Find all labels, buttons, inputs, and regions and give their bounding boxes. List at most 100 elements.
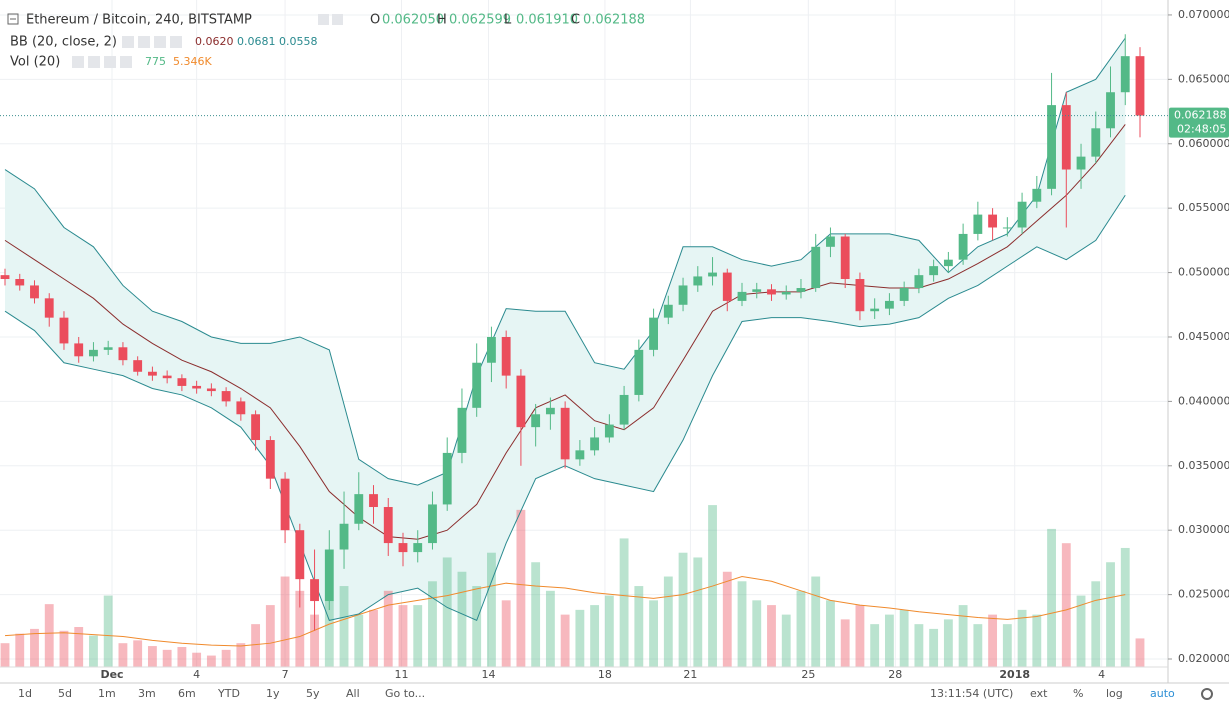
candle-body — [1032, 188, 1042, 202]
range-button[interactable]: 5y — [306, 687, 320, 700]
y-tick-label: 0.045000 — [1178, 330, 1229, 343]
vol-icon[interactable] — [120, 56, 132, 68]
candle-body — [74, 343, 84, 357]
candle-body — [1106, 92, 1115, 129]
bb-upper-line — [4, 37, 1126, 486]
x-tick-label: 21 — [683, 668, 697, 681]
candle-body — [973, 214, 983, 234]
y-tick-label: 0.025000 — [1178, 588, 1229, 601]
range-button[interactable]: YTD — [217, 687, 240, 700]
candle-body — [1017, 201, 1027, 228]
volume-bar — [236, 643, 246, 667]
volume-bar — [472, 586, 482, 667]
candle-body — [781, 291, 791, 295]
x-tick-label: 18 — [598, 668, 612, 681]
volume-bar — [678, 552, 688, 667]
vol-icon[interactable] — [88, 56, 100, 68]
volume-bar — [251, 624, 261, 667]
x-tick-label: 14 — [481, 668, 495, 681]
candle-body — [663, 304, 673, 318]
ohlc-value: 0.062599 — [449, 13, 511, 28]
range-button[interactable]: 1d — [18, 687, 32, 700]
candle-body — [1047, 105, 1056, 189]
bb-icon[interactable] — [154, 36, 166, 48]
candle-body — [929, 266, 939, 276]
volume-bar — [44, 604, 54, 667]
volume-bar — [413, 605, 423, 667]
volume-bar — [133, 640, 143, 667]
option-button[interactable]: auto — [1150, 687, 1175, 700]
range-button[interactable]: 1m — [98, 687, 116, 700]
volume-bar — [30, 628, 39, 667]
volume-bar — [1061, 543, 1071, 667]
x-tick-label: 2018 — [999, 668, 1030, 681]
settings-gear[interactable] — [1201, 688, 1213, 700]
volume-bar — [619, 538, 629, 667]
candle-body — [339, 523, 349, 550]
volume-ma-line — [4, 576, 1126, 647]
bb-icon[interactable] — [170, 36, 182, 48]
range-button[interactable]: All — [346, 687, 360, 700]
volume-bar — [899, 609, 909, 667]
y-tick-label: 0.035000 — [1178, 459, 1229, 472]
candle-body — [678, 285, 688, 305]
volume-bar — [383, 590, 393, 667]
range-button[interactable]: 1y — [266, 687, 280, 700]
candle-body — [147, 371, 157, 376]
candle-body — [1076, 156, 1086, 170]
x-tick-label: 7 — [282, 668, 289, 681]
last-price-label: 0.062188 — [1174, 109, 1227, 122]
goto-button[interactable]: Go to... — [385, 687, 425, 700]
candle-body — [192, 385, 202, 389]
volume-bar — [310, 614, 319, 667]
vol-icon[interactable] — [104, 56, 116, 68]
candle-body — [103, 347, 113, 350]
volume-bar — [339, 586, 349, 667]
ohlc-value: 0.061910 — [516, 13, 578, 28]
option-button[interactable]: ext — [1030, 687, 1048, 700]
ohlc-key: L — [504, 13, 512, 28]
volume-bar — [177, 647, 187, 667]
candle-body — [354, 494, 364, 524]
y-tick-label: 0.020000 — [1178, 652, 1229, 665]
volume-bar — [840, 619, 850, 667]
option-button[interactable]: % — [1073, 687, 1083, 700]
volume-bar — [914, 624, 924, 667]
collapse-icon[interactable] — [7, 13, 19, 25]
volume-bar — [855, 605, 865, 667]
candle-body — [958, 233, 968, 260]
candle-body — [855, 279, 865, 312]
volume-bar — [147, 646, 157, 667]
last-price-box — [1169, 107, 1229, 138]
candle-body — [324, 549, 334, 602]
settings-icon[interactable] — [332, 14, 343, 25]
candle-body — [15, 279, 25, 286]
y-tick-label: 0.070000 — [1178, 8, 1229, 21]
candle-body — [472, 362, 482, 408]
candle-body — [811, 246, 821, 289]
candle-body — [1002, 227, 1012, 229]
candle-body — [649, 317, 658, 350]
volume-bar — [870, 624, 880, 667]
bb-middle-line — [4, 124, 1126, 540]
countdown: 02:48:05 — [1177, 123, 1226, 136]
range-button[interactable]: 6m — [178, 687, 196, 700]
bb-icon[interactable] — [138, 36, 150, 48]
candle-body — [369, 494, 378, 508]
candle-body — [575, 450, 585, 460]
range-button[interactable]: 5d — [58, 687, 72, 700]
settings-icon[interactable] — [318, 14, 329, 25]
volume-bar — [545, 590, 555, 667]
candle-body — [457, 407, 467, 453]
volume-bar — [1002, 624, 1012, 667]
candle-body — [590, 437, 600, 451]
volume-bar — [811, 576, 821, 667]
vol-icon[interactable] — [72, 56, 84, 68]
bb-icon[interactable] — [122, 36, 134, 48]
candle-body — [487, 336, 496, 363]
candle-body — [737, 291, 747, 301]
option-button[interactable]: log — [1106, 687, 1123, 700]
volume-bar — [767, 605, 776, 667]
range-button[interactable]: 3m — [138, 687, 156, 700]
volume-bar — [1135, 638, 1145, 667]
